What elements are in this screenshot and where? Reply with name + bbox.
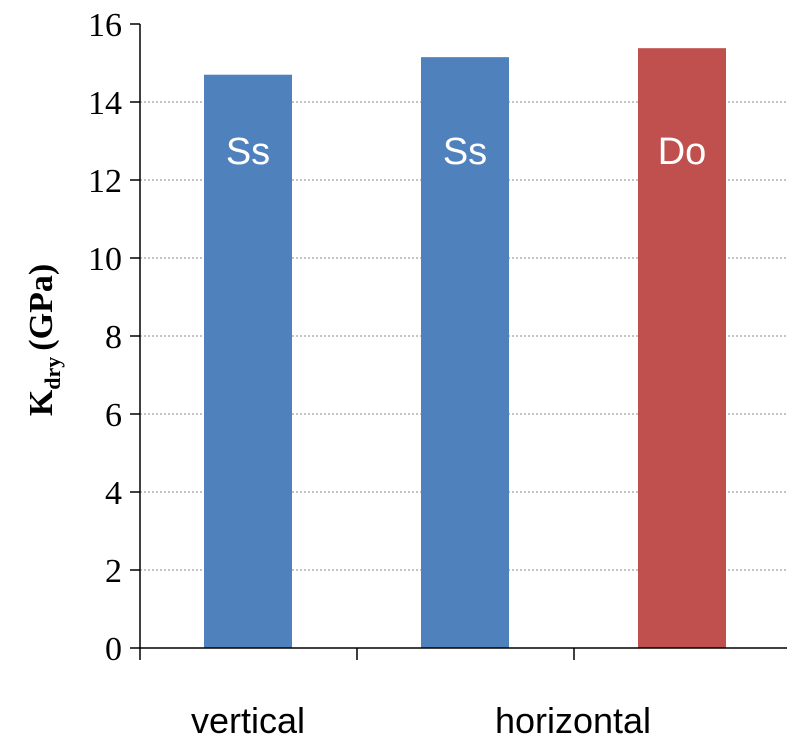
y-tick-label: 12: [88, 163, 122, 200]
y-tick-label: 0: [105, 631, 122, 668]
y-axis-label: Kdry (GPa): [23, 264, 65, 416]
category-label-vertical: vertical: [191, 700, 305, 740]
bar-3: [638, 48, 726, 649]
bar-labels: Ss Ss Do: [226, 131, 706, 173]
bars: [204, 48, 726, 649]
y-tick-label: 16: [88, 7, 122, 44]
category-label-horizontal: horizontal: [495, 700, 651, 740]
x-ticks: [139, 648, 575, 660]
y-tick-label: 6: [105, 397, 122, 434]
bar-label-1: Ss: [226, 131, 270, 173]
y-axis-label-subscript: dry: [40, 357, 65, 390]
y-axis-label-main: K: [23, 389, 60, 416]
y-ticks: 0 2 4 6 8 10 12 14 16: [88, 7, 140, 668]
bar-label-3: Do: [658, 131, 707, 173]
y-axis-label-unit: (GPa): [23, 264, 60, 351]
bar-2: [421, 57, 509, 648]
bar-1: [204, 74, 292, 648]
y-tick-label: 2: [105, 553, 122, 590]
y-tick-label: 8: [105, 319, 122, 356]
category-labels: vertical horizontal: [191, 700, 651, 740]
y-tick-label: 4: [105, 475, 122, 512]
bar-label-2: Ss: [443, 131, 487, 173]
y-tick-label: 14: [88, 85, 122, 122]
y-tick-label: 10: [88, 241, 122, 278]
